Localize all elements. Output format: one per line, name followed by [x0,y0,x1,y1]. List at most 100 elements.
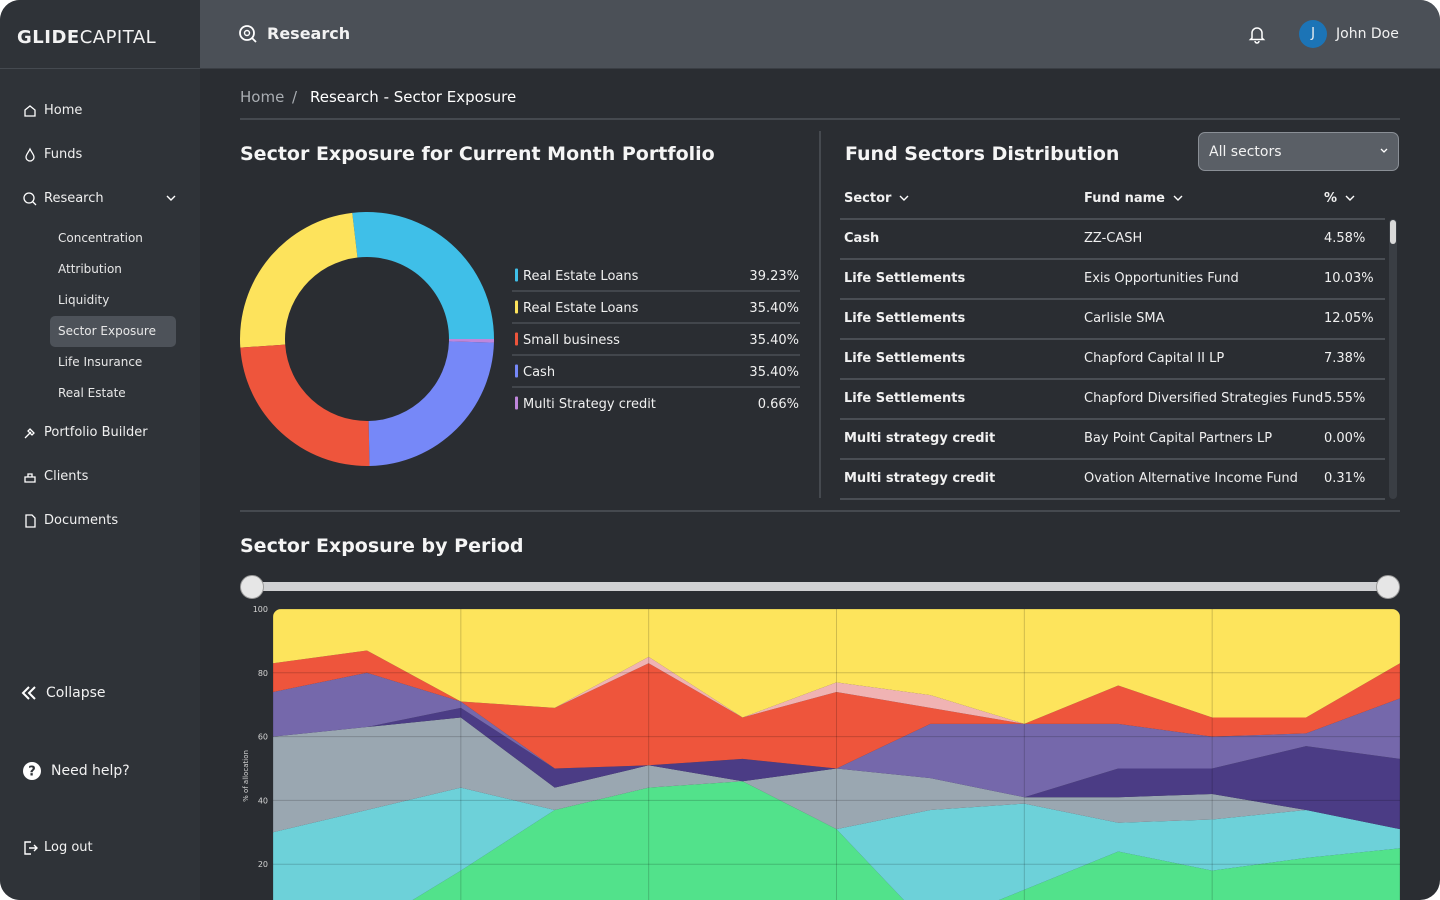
chevron-shape [1173,195,1183,201]
table-cell: 5.55% [1324,391,1366,406]
donut-segment [240,212,358,348]
nav-icon [24,473,36,483]
legend-value: 35.40% [749,365,799,380]
nav-item[interactable]: Funds [44,147,83,162]
sub-nav-item[interactable]: Concentration [58,231,143,245]
legend-swatch [515,396,518,410]
sort-chevron [1173,195,1183,201]
table-title: Fund Sectors Distribution [845,143,1120,165]
column-header[interactable]: Fund name [1084,191,1165,206]
row-line [840,458,1385,460]
sub-nav-item[interactable]: Real Estate [58,386,126,400]
plot: 20 40 60 80 100 % of allocation [242,605,1400,900]
chevron-shape [166,195,176,201]
donut-segment [352,212,494,339]
area-series [273,609,1400,724]
area-title: Sector Exposure by Period [240,535,524,557]
row-line [840,498,1385,500]
scrollbar[interactable] [1389,219,1397,499]
divider [240,510,1400,512]
table-cell: Multi strategy credit [844,431,996,446]
avatar[interactable]: J [1299,20,1327,48]
breadcrumb-item[interactable]: Home [240,88,285,106]
sub-nav-item[interactable]: Life Insurance [58,355,143,369]
nav-icon [24,428,35,439]
research-icon [239,25,257,43]
y-tick-label: 100 [253,605,268,614]
row-line [840,218,1385,220]
legend-swatch [515,332,518,346]
range-handle[interactable] [1376,575,1400,599]
bell-icon[interactable] [1247,24,1267,44]
sub-nav-item[interactable]: Sector Exposure [50,316,176,347]
table-cell: 7.38% [1324,351,1366,366]
collapse[interactable]: Collapse [46,685,106,701]
column-header[interactable]: Sector [844,191,892,206]
svg-text:?: ? [28,765,36,780]
sector-filter[interactable]: All sectors [1198,132,1399,171]
area-series [273,717,1400,833]
y-tick-label: 20 [258,860,268,869]
legend-value: 0.66% [758,397,799,412]
donut-segment [240,344,370,466]
table-cell: 12.05% [1324,311,1374,326]
sort-chevron [899,195,909,201]
area-chart: 20 40 60 80 100 % of allocation [242,605,1400,900]
nav-icon [25,514,36,528]
table-cell: ZZ-CASH [1084,231,1143,246]
nav-icon [23,192,37,206]
icon-shape [25,514,36,528]
table-cell: Life Settlements [844,391,966,406]
donut-segment [368,341,494,466]
nav-item[interactable]: Portfolio Builder [44,425,148,440]
area-series [273,650,1400,724]
row-line [840,378,1385,380]
nav-item[interactable]: Home [44,103,83,118]
table-cell: Cash [844,231,880,246]
nav-item[interactable]: Clients [44,469,89,484]
donut-chart: Real Estate Loans 39.23% Real Estate Loans… [240,212,800,466]
range-handle[interactable] [240,575,264,599]
sort-chevron [1345,195,1355,201]
area-series [273,650,1400,769]
user-name[interactable]: John Doe [1336,26,1399,42]
header [200,0,1440,69]
chevron [166,195,176,201]
need-help[interactable]: Need help? [51,763,130,779]
logo[interactable]: GLIDECAPITAL [0,0,200,69]
table-cell: Chapford Diversified Strategies Fund [1084,391,1324,406]
row-line [840,418,1385,420]
sub-nav-item[interactable]: Attribution [58,262,122,276]
sidebar [0,0,200,900]
plot-area [273,609,1400,900]
scroll-thumb[interactable] [1390,220,1396,244]
area-series [273,672,1400,798]
table-cell: 4.58% [1324,231,1366,246]
table-cell: Multi strategy credit [844,471,996,486]
range-track[interactable] [252,582,1388,591]
legend-value: 39.23% [749,269,799,284]
chevron-shape [1345,195,1355,201]
table-cell: Carlisle SMA [1084,311,1165,326]
nav-item[interactable]: Research [44,191,104,206]
icon-shape [25,147,35,162]
icon-shape [24,473,36,483]
nav-icon [25,147,35,162]
row-line [840,258,1385,260]
log-out[interactable]: Log out [44,840,93,855]
column-header[interactable]: % [1324,191,1338,206]
y-tick-label: 60 [258,733,268,742]
row-line [840,338,1385,340]
nav-item[interactable]: Documents [44,513,119,528]
collapse-icon [21,686,36,700]
chevron [1380,148,1388,153]
donut-segment [448,339,494,343]
table-cell: 0.31% [1324,471,1366,486]
logout-icon [24,841,38,855]
area-series [273,781,1400,900]
icon-shape [23,192,37,206]
sub-nav-item[interactable]: Liquidity [58,293,110,307]
y-axis-label: % of allocation [242,750,250,802]
breadcrumb-separator: / [292,88,298,106]
